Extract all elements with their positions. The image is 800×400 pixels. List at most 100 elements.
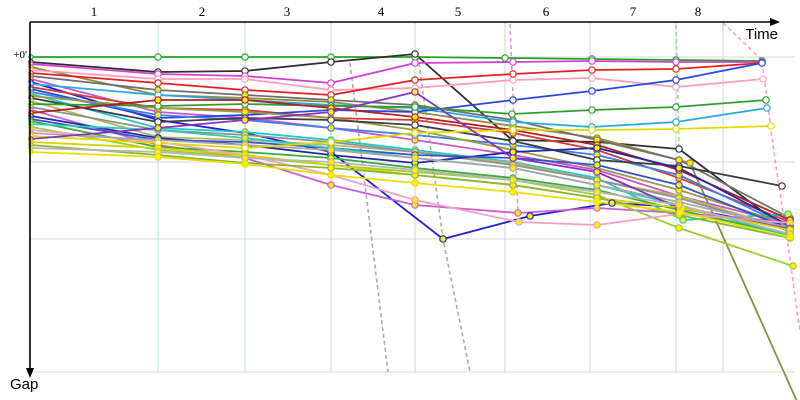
series-marker [759, 75, 767, 83]
series-marker [672, 83, 680, 91]
series-marker [593, 198, 601, 206]
series-marker [593, 181, 601, 189]
series-marker [672, 58, 680, 66]
dashed-line-retire-gray-1 [349, 62, 389, 373]
series-marker [588, 106, 596, 114]
series-marker [593, 144, 601, 152]
series-marker [439, 235, 447, 243]
series-marker [672, 76, 680, 84]
series-marker [588, 66, 596, 74]
series-marker [241, 144, 249, 152]
series-marker [411, 154, 419, 162]
series-marker [154, 124, 162, 132]
series-marker [411, 179, 419, 187]
series-marker [327, 108, 335, 116]
series-marker [241, 75, 249, 83]
x-axis-title: Time [745, 26, 778, 43]
series-marker [411, 59, 419, 67]
series-marker [672, 65, 680, 73]
series-marker [327, 181, 335, 189]
series-marker [762, 96, 770, 104]
series-marker [675, 201, 683, 209]
series-marker [327, 58, 335, 66]
series-marker [593, 188, 601, 196]
x-tick-label: 3 [284, 4, 291, 19]
series-marker [241, 134, 249, 142]
series-marker [411, 196, 419, 204]
series-marker [411, 129, 419, 137]
series-marker [154, 96, 162, 104]
series-marker [411, 121, 419, 129]
series-marker [411, 76, 419, 84]
series-marker [588, 87, 596, 95]
series-marker [679, 216, 687, 224]
series-marker [675, 164, 683, 172]
series-marker [672, 103, 680, 111]
x-tick-label: 8 [695, 4, 702, 19]
series-marker [675, 181, 683, 189]
series-marker [327, 138, 335, 146]
series-marker [672, 125, 680, 133]
series-marker [241, 96, 249, 104]
series-marker [593, 168, 601, 176]
series-marker [327, 146, 335, 154]
series-marker [509, 176, 517, 184]
series-marker [241, 116, 249, 124]
series-marker [509, 154, 517, 162]
series-marker [588, 57, 596, 65]
y-axis-arrow [26, 368, 34, 378]
x-tick-label: 5 [455, 4, 462, 19]
series-marker [675, 224, 683, 232]
series-marker [327, 158, 335, 166]
series-marker [501, 54, 509, 62]
series-marker [763, 104, 771, 112]
series-marker [593, 161, 601, 169]
zero-gap-label: +0' [13, 49, 27, 61]
x-tick-label: 2 [199, 4, 206, 19]
series-marker [509, 96, 517, 104]
x-tick-label: 7 [630, 4, 637, 19]
series-marker [778, 182, 786, 190]
series-marker [789, 262, 797, 270]
series-marker [676, 208, 684, 216]
series-marker [593, 221, 601, 229]
y-axis-title: Gap [10, 376, 39, 393]
series-marker [154, 111, 162, 119]
series-marker [686, 159, 694, 167]
series-marker [509, 164, 517, 172]
series-marker [411, 103, 419, 111]
x-axis-arrow [770, 18, 780, 26]
series-marker [241, 160, 249, 168]
series-marker [514, 209, 522, 217]
series-marker [608, 199, 616, 207]
series-line-leader [31, 56, 763, 62]
x-tick-label: 6 [543, 4, 550, 19]
series-marker [327, 116, 335, 124]
series-marker [154, 79, 162, 87]
series-marker [588, 126, 596, 134]
series-marker [411, 113, 419, 121]
series-marker [526, 212, 534, 220]
series-marker [327, 171, 335, 179]
series-marker [154, 53, 162, 61]
series-line-magenta-top [30, 60, 762, 84]
series-marker [672, 118, 680, 126]
series-marker [509, 58, 517, 66]
series-marker [509, 126, 517, 134]
series-marker [509, 118, 517, 126]
x-tick-label: 1 [91, 4, 98, 19]
series-marker [588, 74, 596, 82]
series-marker [327, 124, 335, 132]
series-marker [786, 233, 794, 241]
series-marker [327, 79, 335, 87]
series-marker [411, 166, 419, 174]
series-marker [154, 153, 162, 161]
series-marker [509, 188, 517, 196]
dashed-line-late-pink [722, 22, 800, 333]
series-marker [508, 110, 516, 118]
series-marker [767, 122, 775, 130]
dashed-line-retire-gray-2 [417, 55, 471, 373]
series-marker [241, 53, 249, 61]
